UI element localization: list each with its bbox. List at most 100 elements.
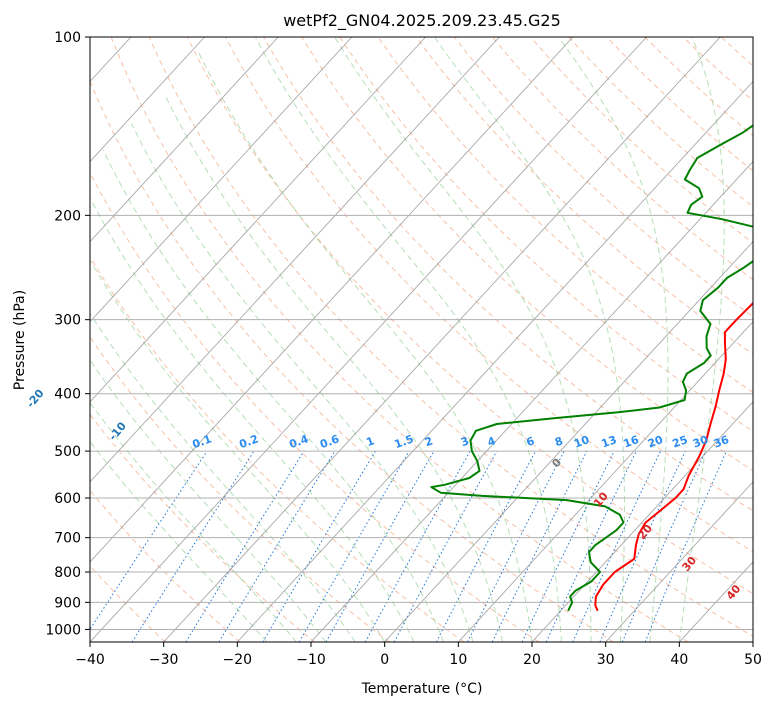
mixing-ratio-label: 1 bbox=[364, 434, 376, 449]
isotherm-line bbox=[90, 37, 574, 563]
x-tick-label: −30 bbox=[149, 652, 179, 668]
moist-adiabat-line bbox=[90, 196, 415, 642]
mixing-ratio-line bbox=[621, 450, 707, 642]
dry-adiabat-line bbox=[453, 37, 753, 318]
mixing-ratio-line bbox=[364, 450, 471, 642]
dry-adiabat-line bbox=[339, 37, 753, 432]
temperature-profile-line bbox=[594, 301, 753, 612]
mixing-ratio-label: 4 bbox=[486, 434, 498, 449]
dry-adiabat-line bbox=[263, 37, 753, 512]
isotherm-line bbox=[90, 37, 500, 483]
isotherm-line bbox=[163, 37, 721, 642]
y-tick-label: 900 bbox=[54, 595, 81, 611]
y-axis-label: Pressure (hPa) bbox=[12, 290, 28, 390]
dry-adiabat-line bbox=[90, 80, 614, 642]
x-tick-label: 0 bbox=[380, 652, 389, 668]
mixing-ratio-label: 36 bbox=[712, 433, 731, 451]
dry-adiabat-line bbox=[224, 37, 753, 553]
mixing-ratio-label: 16 bbox=[622, 433, 641, 451]
mixing-ratio-label: 0.6 bbox=[318, 432, 341, 451]
moist-adiabat-line bbox=[433, 37, 625, 642]
x-axis-label: Temperature (°C) bbox=[361, 681, 483, 697]
y-tick-label: 200 bbox=[54, 208, 81, 224]
isotherm-line bbox=[310, 160, 753, 642]
dewpoint-profile-line bbox=[430, 124, 753, 612]
moist-adiabat-line bbox=[90, 259, 386, 642]
mixing-ratio-label: 20 bbox=[646, 433, 665, 451]
mixing-ratio-line bbox=[491, 450, 588, 642]
y-tick-label: 500 bbox=[54, 444, 81, 460]
dry-adiabat-line bbox=[110, 37, 689, 642]
moist-adiabat-line bbox=[196, 49, 533, 642]
mixing-ratio-line bbox=[131, 450, 255, 642]
mixing-ratio-line bbox=[467, 450, 565, 642]
isotherm-line bbox=[90, 37, 647, 642]
isotherm-line bbox=[90, 37, 205, 163]
y-tick-label: 800 bbox=[54, 565, 81, 581]
mixing-ratio-label: 30 bbox=[691, 433, 710, 451]
x-tick-label: −10 bbox=[296, 652, 326, 668]
isotherm-line bbox=[458, 321, 753, 642]
y-tick-label: 700 bbox=[54, 531, 81, 547]
x-tick-label: −40 bbox=[75, 652, 105, 668]
x-tick-label: 10 bbox=[449, 652, 467, 668]
mixing-ratio-label: 0.1 bbox=[191, 432, 214, 451]
moist-adiabat-line bbox=[90, 312, 356, 642]
y-tick-label: 100 bbox=[54, 30, 81, 46]
y-tick-label: 600 bbox=[54, 491, 81, 507]
dry-adiabat-line bbox=[377, 37, 753, 394]
mixing-ratio-label: 2 bbox=[423, 434, 435, 449]
mixing-ratio-line bbox=[90, 450, 208, 631]
y-tick-label: 400 bbox=[54, 387, 81, 403]
axis-ticks: −40 −30 −20 −10 0 10 20 30 40 5010020030040050060… bbox=[45, 30, 762, 668]
mixing-ratio-label: 3 bbox=[459, 434, 471, 449]
mixing-ratio-line bbox=[393, 450, 498, 642]
x-tick-label: 50 bbox=[744, 652, 762, 668]
chart-title: wetPf2_GN04.2025.209.23.45.G25 bbox=[283, 11, 561, 31]
mixing-ratio-label: 0.2 bbox=[237, 432, 260, 451]
mixing-ratio-label: 1.5 bbox=[393, 432, 416, 451]
mixing-ratio-line bbox=[325, 450, 435, 642]
dry-adiabat-line bbox=[301, 37, 753, 472]
data-series bbox=[430, 124, 753, 612]
mixing-ratio-label: 13 bbox=[600, 433, 619, 450]
moist-adiabat-line bbox=[254, 37, 562, 642]
dry-adiabat-line bbox=[606, 37, 753, 172]
dry-adiabat-line bbox=[529, 37, 753, 244]
mixing-ratio-label: 10 bbox=[572, 433, 591, 451]
moist-adiabat-line bbox=[558, 37, 669, 642]
moist-adiabat-line bbox=[90, 440, 268, 642]
x-tick-label: 20 bbox=[523, 652, 541, 668]
isotherm-line bbox=[90, 37, 426, 403]
x-tick-label: 40 bbox=[670, 652, 688, 668]
mixing-ratio-label: 8 bbox=[553, 434, 565, 449]
isotherm-line bbox=[90, 37, 279, 243]
x-tick-label: −20 bbox=[223, 652, 253, 668]
mixing-ratio-line bbox=[599, 450, 686, 642]
dry-adiabat-line bbox=[90, 171, 540, 642]
mixing-ratio-label: 0.4 bbox=[287, 432, 310, 451]
y-tick-label: 1000 bbox=[45, 622, 81, 638]
isotherm-line bbox=[237, 80, 753, 642]
isotherm-line bbox=[531, 401, 753, 642]
moist-adiabat-line bbox=[90, 359, 327, 642]
grid-lines bbox=[90, 37, 753, 642]
moist-adiabat-line bbox=[164, 94, 503, 642]
isotherm-line bbox=[90, 37, 353, 323]
mixing-ratio-line bbox=[185, 450, 305, 642]
x-tick-label: 30 bbox=[597, 652, 615, 668]
moist-adiabat-line bbox=[678, 37, 725, 642]
mixing-ratio-label: 25 bbox=[671, 433, 690, 450]
dry-adiabat-line bbox=[90, 255, 465, 642]
isotherm-line bbox=[605, 481, 753, 642]
mixing-ratio-label: 6 bbox=[525, 434, 537, 449]
mixing-ratio-line bbox=[218, 450, 336, 642]
dry-adiabat-line bbox=[415, 37, 753, 355]
dry-adiabat-line bbox=[491, 37, 753, 281]
dry-adiabat-line bbox=[90, 489, 241, 642]
y-tick-label: 300 bbox=[54, 313, 81, 329]
moist-adiabat-line bbox=[131, 123, 474, 642]
moist-adiabat-line bbox=[334, 37, 592, 642]
